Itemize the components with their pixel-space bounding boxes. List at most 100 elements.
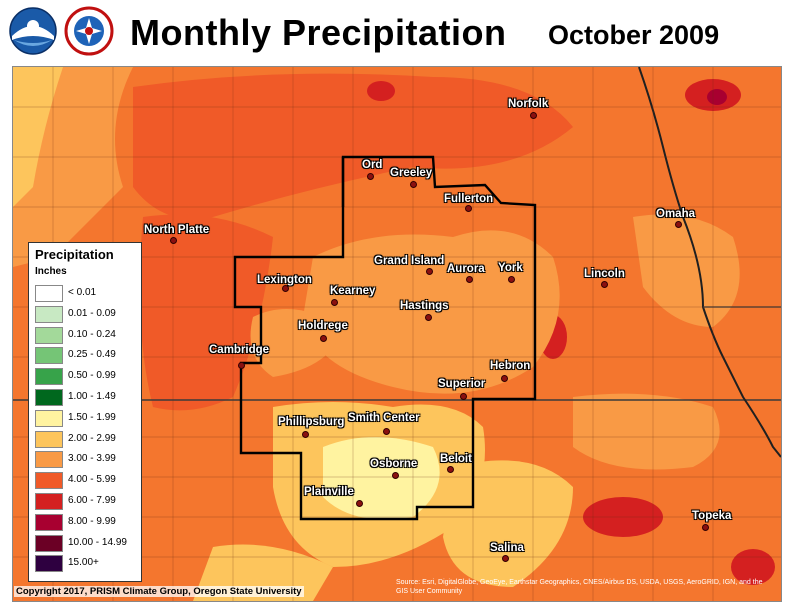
- legend-label: 1.50 - 1.99: [68, 411, 116, 423]
- legend-swatch: [35, 409, 63, 427]
- city-dot: [282, 285, 289, 292]
- city-label-topeka[interactable]: Topeka: [692, 510, 732, 522]
- city-label-hastings[interactable]: Hastings: [400, 300, 449, 312]
- city-dot: [425, 314, 432, 321]
- legend-row: 0.25 - 0.49: [35, 347, 139, 365]
- legend-label: 2.00 - 2.99: [68, 432, 116, 444]
- city-label-fullerton[interactable]: Fullerton: [444, 193, 494, 205]
- legend-label: 10.00 - 14.99: [68, 536, 127, 548]
- legend-swatch: [35, 347, 63, 365]
- city-dot: [383, 428, 390, 435]
- city-dot: [426, 268, 433, 275]
- city-dot: [508, 276, 515, 283]
- city-dot: [392, 472, 399, 479]
- city-label-aurora[interactable]: Aurora: [447, 263, 485, 275]
- city-label-lincoln[interactable]: Lincoln: [584, 268, 625, 280]
- city-dot: [170, 237, 177, 244]
- city-label-cambridge[interactable]: Cambridge: [209, 344, 270, 356]
- legend-row: 15.00+: [35, 555, 139, 573]
- legend-row: < 0.01: [35, 285, 139, 302]
- city-label-omaha[interactable]: Omaha: [656, 208, 695, 220]
- noaa-logo: [9, 7, 57, 55]
- city-label-osborne[interactable]: Osborne: [370, 458, 418, 470]
- copyright-text: Copyright 2017, PRISM Climate Group, Ore…: [14, 586, 304, 597]
- city-dot: [410, 181, 417, 188]
- city-label-superior[interactable]: Superior: [438, 378, 486, 390]
- legend-label: 0.10 - 0.24: [68, 328, 116, 340]
- nws-logo: [64, 6, 114, 56]
- legend-swatch: [35, 389, 63, 406]
- legend-row: 3.00 - 3.99: [35, 451, 139, 469]
- city-dot: [530, 112, 537, 119]
- legend-label: 0.01 - 0.09: [68, 307, 116, 319]
- map-period: October 2009: [548, 20, 720, 50]
- city-dot: [501, 375, 508, 382]
- city-dot: [460, 393, 467, 400]
- city-dot: [356, 500, 363, 507]
- city-dot: [702, 524, 709, 531]
- city-label-phillipsburg[interactable]: Phillipsburg: [278, 416, 345, 428]
- legend-label: 3.00 - 3.99: [68, 453, 116, 465]
- legend-label: 1.00 - 1.49: [68, 391, 116, 402]
- city-dot: [447, 466, 454, 473]
- city-dot: [675, 221, 682, 228]
- legend-swatch: [35, 493, 63, 510]
- legend-row: 1.00 - 1.49: [35, 389, 139, 406]
- city-label-hebron[interactable]: Hebron: [490, 360, 531, 372]
- legend-swatch: [35, 305, 63, 323]
- city-dot: [238, 362, 245, 369]
- city-dot: [367, 173, 374, 180]
- legend-row: 0.50 - 0.99: [35, 368, 139, 386]
- city-label-beloit[interactable]: Beloit: [440, 453, 472, 465]
- legend-swatch: [35, 430, 63, 448]
- legend-label: 4.00 - 5.99: [68, 474, 116, 486]
- city-label-kearney[interactable]: Kearney: [330, 285, 376, 297]
- map-title: Monthly Precipitation: [130, 12, 507, 53]
- legend-row: 6.00 - 7.99: [35, 493, 139, 510]
- legend-swatch: [35, 451, 63, 469]
- legend-swatch: [35, 555, 63, 573]
- legend-label: 6.00 - 7.99: [68, 495, 116, 506]
- legend-label: 8.00 - 9.99: [68, 515, 116, 527]
- city-label-smith-center[interactable]: Smith Center: [348, 412, 420, 424]
- header: Monthly Precipitation October 2009: [0, 0, 792, 64]
- city-dot: [320, 335, 327, 342]
- city-dot: [502, 555, 509, 562]
- city-label-norfolk[interactable]: Norfolk: [508, 98, 549, 110]
- legend-label: 15.00+: [68, 557, 99, 569]
- legend-label: 0.50 - 0.99: [68, 370, 116, 382]
- city-label-holdrege[interactable]: Holdrege: [298, 320, 348, 332]
- legend-title: Precipitation: [35, 247, 114, 262]
- city-dot: [466, 276, 473, 283]
- city-label-plainville[interactable]: Plainville: [304, 486, 354, 498]
- city-label-north-platte[interactable]: North Platte: [144, 224, 210, 236]
- city-label-york[interactable]: York: [498, 262, 523, 274]
- legend-swatch: [35, 368, 63, 386]
- legend-swatch: [35, 472, 63, 490]
- source-attribution: Source: Esri, DigitalGlobe, GeoEye, Eart…: [396, 579, 763, 595]
- city-label-grand-island[interactable]: Grand Island: [374, 255, 445, 267]
- legend-row: 8.00 - 9.99: [35, 513, 139, 531]
- city-dot: [601, 281, 608, 288]
- city-label-salina[interactable]: Salina: [490, 542, 524, 554]
- legend-swatch: [35, 513, 63, 531]
- city-label-lexington[interactable]: Lexington: [257, 274, 312, 286]
- city-dot: [331, 299, 338, 306]
- city-label-ord[interactable]: Ord: [362, 159, 383, 171]
- legend-row: 2.00 - 2.99: [35, 430, 139, 448]
- legend-swatch: [35, 534, 63, 552]
- cwa-boundary: [233, 155, 537, 521]
- legend-row: 0.10 - 0.24: [35, 326, 139, 344]
- legend-units: Inches: [35, 266, 67, 277]
- legend-row: 0.01 - 0.09: [35, 305, 139, 323]
- legend-row: 4.00 - 5.99: [35, 472, 139, 490]
- legend-row: 1.50 - 1.99: [35, 409, 139, 427]
- city-label-greeley[interactable]: Greeley: [390, 167, 433, 179]
- legend-label: < 0.01: [68, 287, 97, 298]
- legend: Precipitation Inches < 0.01 0.01 - 0.09 0.…: [28, 242, 142, 582]
- city-dot: [302, 431, 309, 438]
- legend-label: 0.25 - 0.49: [68, 349, 116, 361]
- legend-swatch: [35, 326, 63, 344]
- legend-swatch: [35, 285, 63, 302]
- legend-row: 10.00 - 14.99: [35, 534, 139, 552]
